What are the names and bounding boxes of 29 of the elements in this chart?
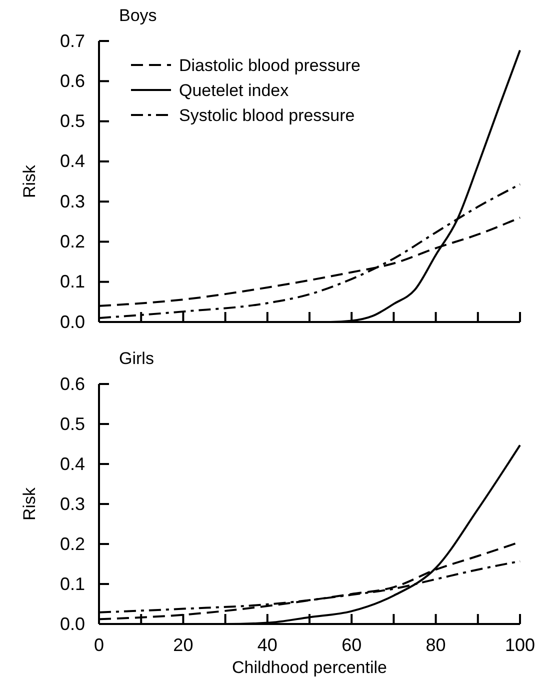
y-tick-label: 0.6 (60, 374, 85, 394)
y-tick-label: 0.0 (60, 312, 85, 332)
y-tick-label: 0.3 (60, 191, 85, 212)
y-tick-label: 0.5 (60, 414, 85, 434)
legend-label: Quetelet index (179, 81, 290, 100)
x-tick-label: 80 (426, 634, 446, 655)
y-tick-label: 0.1 (60, 574, 85, 594)
x-tick-label: 20 (173, 634, 194, 655)
y-tick-label: 0.7 (60, 30, 85, 51)
x-tick-label: 60 (342, 634, 362, 655)
chart-title: Boys (119, 6, 157, 25)
x-axis-title: Childhood percentile (232, 658, 387, 677)
x-tick-label: 40 (257, 634, 278, 655)
y-tick-label: 0.3 (60, 494, 85, 514)
y-tick-label: 0.6 (60, 70, 85, 91)
x-tick-label: 100 (504, 634, 536, 655)
y-tick-label: 0.1 (60, 272, 85, 292)
y-tick-label: 0.4 (60, 454, 85, 474)
y-axis-title: Risk (20, 486, 39, 521)
y-tick-label: 0.2 (60, 231, 85, 252)
legend-label: Diastolic blood pressure (179, 56, 360, 75)
y-axis-title: Risk (20, 164, 39, 198)
legend-label: Systolic blood pressure (179, 106, 355, 125)
y-tick-label: 0.0 (60, 614, 85, 634)
chart-title: Girls (119, 349, 154, 368)
y-tick-label: 0.2 (60, 534, 85, 554)
y-tick-label: 0.5 (60, 111, 85, 132)
y-tick-label: 0.4 (60, 151, 85, 172)
x-tick-label: 0 (94, 634, 104, 655)
